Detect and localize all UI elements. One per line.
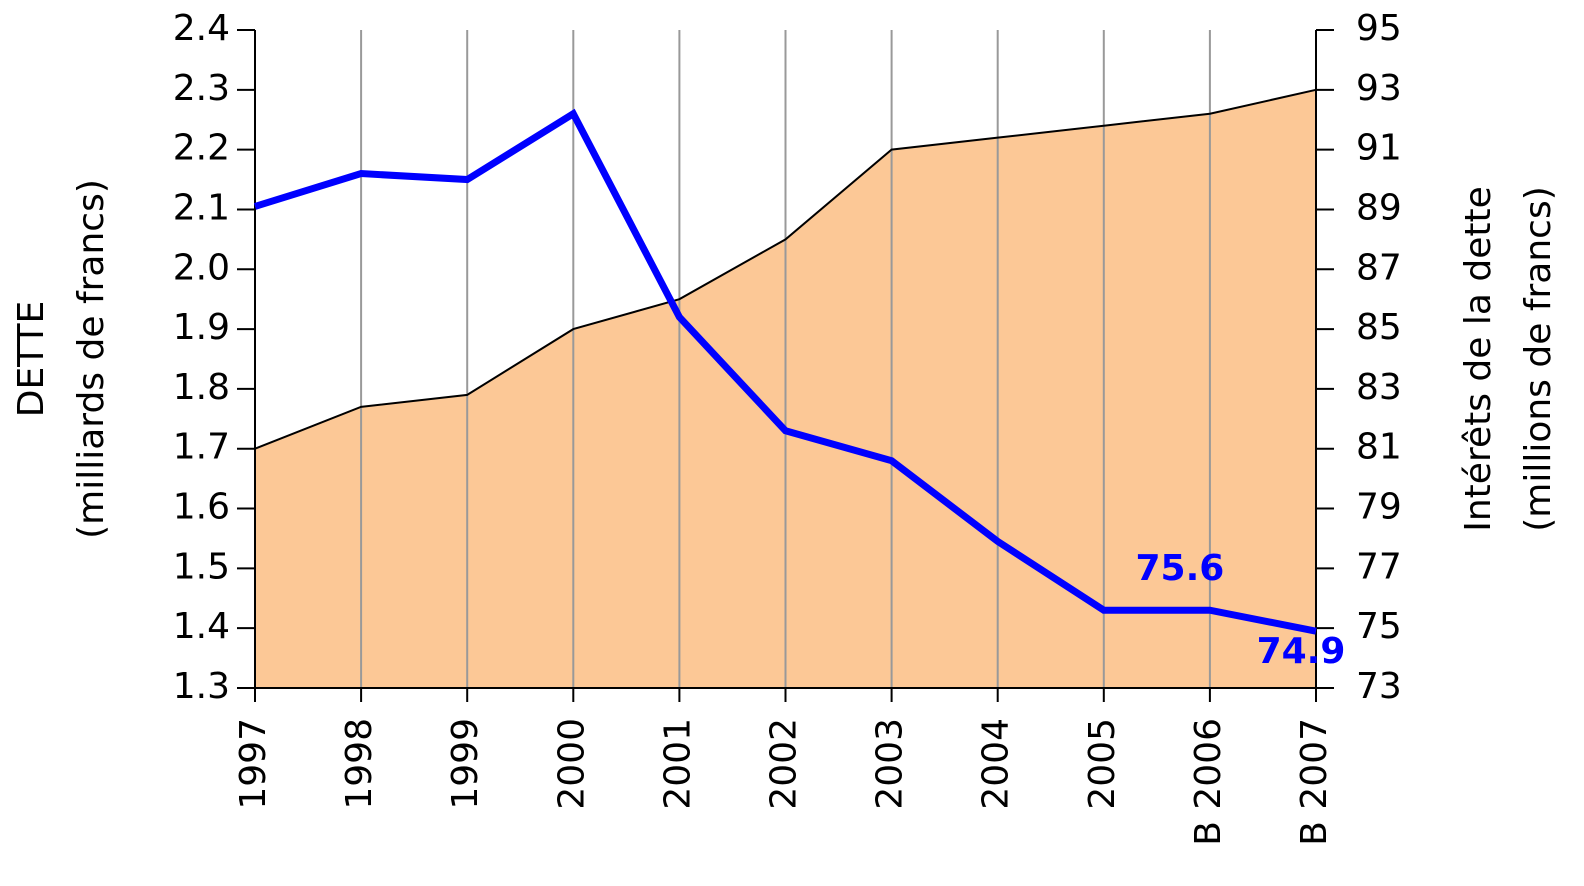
y-tick-label: 1.6 xyxy=(173,487,230,528)
y-tick-label: 1.8 xyxy=(173,367,230,408)
y-tick-label: 2.2 xyxy=(173,128,230,169)
y2-tick-label: 75 xyxy=(1356,606,1402,647)
line xyxy=(253,108,1317,635)
y2-tick-label: 93 xyxy=(1356,68,1402,109)
y-axis-title: (milliards de francs) xyxy=(71,179,112,539)
area-outline xyxy=(254,88,1317,450)
y-tick-label: 2.1 xyxy=(173,187,230,228)
y2-tick-label: 91 xyxy=(1356,128,1402,169)
y-tick-label: 2.4 xyxy=(173,8,230,49)
x-tick-label: 1997 xyxy=(233,718,274,810)
y2-tick-label: 79 xyxy=(1356,487,1402,528)
x-tick-label: 2002 xyxy=(764,718,805,810)
y2-axis-title: (millions de francs) xyxy=(1518,186,1559,532)
value-label: 75.6 xyxy=(1135,548,1224,589)
y-axis-title: DETTE xyxy=(11,301,52,418)
value-label: 74.9 xyxy=(1257,631,1346,672)
y2-tick-label: 95 xyxy=(1356,8,1402,49)
y2-axis-title: Intérêts de la dette xyxy=(1458,186,1499,532)
x-tick-label: 2003 xyxy=(870,718,911,810)
y2-tick-label: 85 xyxy=(1356,307,1402,348)
y-tick-label: 1.3 xyxy=(173,666,230,707)
y-tick-label: 1.7 xyxy=(173,427,230,468)
y-tick-label: 2.3 xyxy=(173,68,230,109)
y2-tick-label: 81 xyxy=(1356,427,1402,468)
x-tick-label: 2001 xyxy=(657,718,698,810)
x-tick-label: 2005 xyxy=(1082,718,1123,810)
y-tick-label: 2.0 xyxy=(173,247,230,288)
y-tick-label: 1.9 xyxy=(173,307,230,348)
y-tick-label: 1.4 xyxy=(173,606,230,647)
y2-tick-label: 83 xyxy=(1356,367,1402,408)
x-tick-label: B 2006 xyxy=(1188,718,1229,846)
x-tick-label: B 2007 xyxy=(1294,718,1335,846)
x-tick-label: 2004 xyxy=(976,718,1017,810)
x-tick-label: 1998 xyxy=(339,718,380,810)
y2-tick-label: 87 xyxy=(1356,247,1402,288)
y2-tick-label: 89 xyxy=(1356,187,1402,228)
y2-tick-label: 73 xyxy=(1356,666,1402,707)
y2-tick-label: 77 xyxy=(1356,546,1402,587)
y-tick-label: 1.5 xyxy=(173,546,230,587)
x-tick-label: 2000 xyxy=(551,718,592,810)
x-tick-label: 1999 xyxy=(445,718,486,810)
